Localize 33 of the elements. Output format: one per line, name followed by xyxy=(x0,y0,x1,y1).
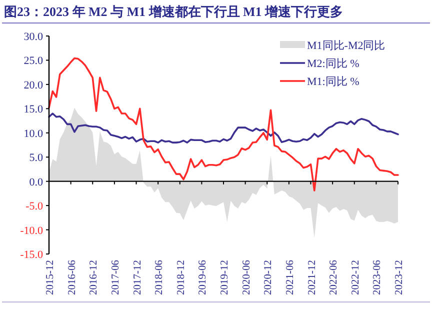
legend-label: M1:同比 % xyxy=(307,75,360,88)
x-tick-label: 2020-12 xyxy=(263,260,274,295)
y-tick-label: 10.0 xyxy=(24,128,44,140)
x-tick-label: 2017-06 xyxy=(110,260,122,295)
legend-label: M2:同比 % xyxy=(307,57,360,70)
y-tick-label: 30.0 xyxy=(24,31,44,43)
x-tick-label: 2017-12 xyxy=(132,260,144,295)
x-tick-label: 2021-12 xyxy=(306,260,318,295)
x-tick-label: 2016-12 xyxy=(88,260,100,295)
y-tick-label: -10.0 xyxy=(20,224,44,237)
x-tick-label: 2023-06 xyxy=(372,260,384,295)
y-tick-label: 0.0 xyxy=(29,176,44,188)
x-tick-label: 2019-06 xyxy=(198,260,209,295)
y-tick-label: -5.0 xyxy=(26,200,44,213)
x-tick-label: 2020-06 xyxy=(241,260,252,295)
x-tick-label: 2018-12 xyxy=(176,260,187,295)
chart-title: 图23：2023 年 M2 与 M1 增速都在下行且 M1 增速下行更多 xyxy=(4,4,344,19)
line-series xyxy=(48,57,399,192)
x-tick-label: 2018-06 xyxy=(154,260,166,295)
x-tick-label: 2021-06 xyxy=(284,260,296,295)
y-tick-label: -15.0 xyxy=(20,249,44,261)
y-tick-label: 20.0 xyxy=(24,79,44,92)
x-tick-label: 2023-12 xyxy=(394,260,405,295)
legend-label: M1同比-M2同比 xyxy=(307,39,386,52)
line-series xyxy=(48,112,399,144)
y-tick-label: 15.0 xyxy=(24,104,44,116)
x-tick-label: 2015-12 xyxy=(45,260,56,295)
x-tick-label: 2022-12 xyxy=(350,260,362,295)
x-tick-label: 2016-06 xyxy=(66,260,78,295)
y-tick-label: 25.0 xyxy=(24,55,44,68)
y-tick-label: 5.0 xyxy=(29,152,44,164)
x-tick-label: 2022-06 xyxy=(328,260,340,295)
x-tick-label: 2019-12 xyxy=(220,260,230,295)
